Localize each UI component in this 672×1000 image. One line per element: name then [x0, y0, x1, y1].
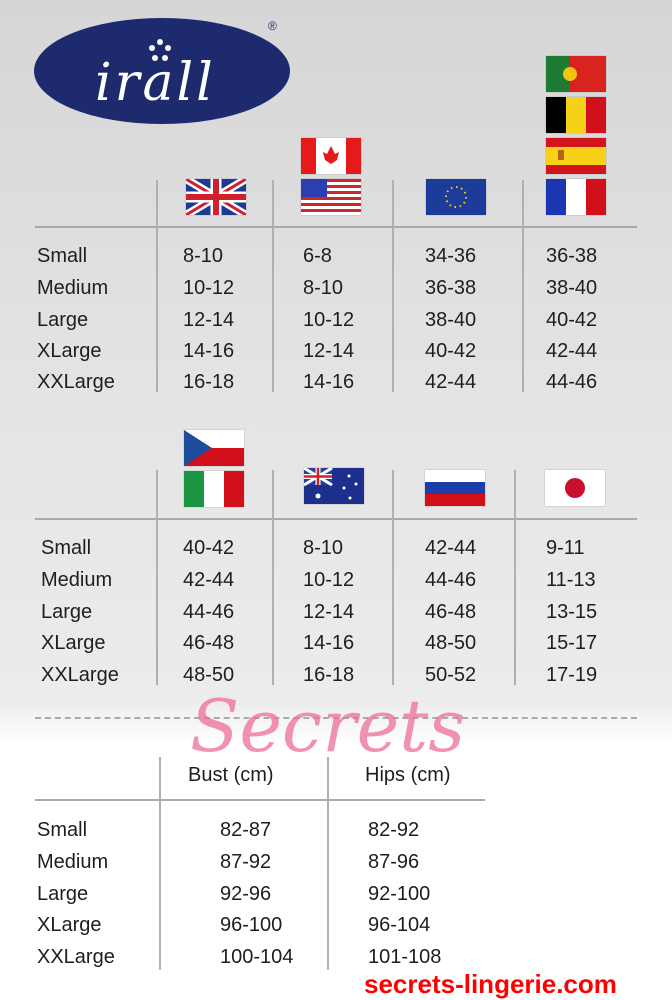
size-value: 42-44	[425, 537, 477, 559]
hips-header: Hips (cm)	[365, 764, 451, 786]
size-value: 48-50	[425, 632, 477, 654]
watermark-url: secrets-lingerie.com	[364, 969, 617, 999]
size-label: Large	[37, 883, 89, 905]
size-value: 16-18	[183, 371, 235, 393]
divider	[392, 180, 394, 392]
usa-flag	[301, 179, 361, 215]
size-value: 9-11	[546, 537, 585, 559]
table1-header-line	[35, 226, 637, 228]
size-value: 12-14	[303, 340, 355, 362]
size-value: 8-10	[303, 277, 344, 299]
spain-flag	[546, 138, 606, 174]
size-label: Small	[37, 245, 88, 267]
irall-logo: irall	[33, 17, 291, 125]
size-value: 42-44	[425, 371, 477, 393]
size-value: 50-52	[425, 664, 477, 686]
size-value: 14-16	[303, 632, 355, 654]
size-label: Small	[41, 537, 92, 559]
australia-flag	[304, 468, 364, 504]
size-value: 87-92	[220, 851, 272, 873]
portugal-flag	[546, 56, 606, 92]
france-flag	[546, 179, 606, 215]
size-value: 34-36	[425, 245, 477, 267]
size-label: Medium	[41, 569, 113, 591]
size-value: 12-14	[303, 601, 355, 623]
logo-text: irall	[95, 53, 216, 113]
size-value: 42-44	[546, 340, 598, 362]
size-label: Large	[41, 601, 93, 623]
registered-mark: ®	[268, 19, 277, 33]
size-label: Small	[37, 819, 88, 841]
size-value: 100-104	[220, 946, 294, 968]
size-value: 42-44	[183, 569, 235, 591]
size-value: 82-87	[220, 819, 272, 841]
divider	[156, 180, 158, 392]
table2-header-line	[35, 518, 637, 520]
size-value: 38-40	[546, 277, 598, 299]
size-value: 101-108	[368, 946, 442, 968]
size-label: Medium	[37, 277, 109, 299]
size-label: XLarge	[37, 340, 102, 362]
divider	[159, 757, 161, 970]
size-value: 48-50	[183, 664, 235, 686]
size-value: 44-46	[183, 601, 235, 623]
size-label: XXLarge	[37, 371, 115, 393]
size-value: 17-19	[546, 664, 598, 686]
belgium-flag	[546, 97, 606, 133]
size-value: 8-10	[303, 537, 344, 559]
size-label: XLarge	[41, 632, 106, 654]
size-value: 46-48	[183, 632, 235, 654]
divider	[272, 180, 274, 392]
size-value: 40-42	[425, 340, 477, 362]
size-label: XXLarge	[41, 664, 119, 686]
divider	[156, 470, 158, 685]
size-value: 36-38	[546, 245, 598, 267]
size-label: XXLarge	[37, 946, 115, 968]
size-value: 15-17	[546, 632, 598, 654]
size-value: 40-42	[183, 537, 235, 559]
size-value: 46-48	[425, 601, 477, 623]
section-divider	[35, 717, 637, 719]
size-value: 16-18	[303, 664, 355, 686]
size-value: 10-12	[303, 309, 355, 331]
size-value: 6-8	[303, 245, 332, 267]
size-value: 14-16	[303, 371, 355, 393]
size-value: 96-100	[220, 914, 283, 936]
japan-flag	[545, 470, 605, 506]
eu-flag	[426, 179, 486, 215]
bust-header: Bust (cm)	[188, 764, 274, 786]
divider	[272, 470, 274, 685]
size-value: 40-42	[546, 309, 598, 331]
size-label: Large	[37, 309, 89, 331]
table3-header-line	[35, 799, 485, 801]
size-value: 82-92	[368, 819, 420, 841]
size-value: 14-16	[183, 340, 235, 362]
size-value: 8-10	[183, 245, 224, 267]
size-value: 10-12	[303, 569, 355, 591]
size-label: Medium	[37, 851, 109, 873]
size-value: 87-96	[368, 851, 420, 873]
size-value: 38-40	[425, 309, 477, 331]
canada-flag	[301, 138, 361, 174]
czech-flag	[184, 430, 244, 466]
size-value: 92-100	[368, 883, 431, 905]
size-value: 11-13	[546, 569, 596, 591]
size-value: 96-104	[368, 914, 431, 936]
size-label: XLarge	[37, 914, 102, 936]
size-value: 44-46	[546, 371, 598, 393]
italy-flag	[184, 471, 244, 507]
size-value: 12-14	[183, 309, 235, 331]
divider	[522, 180, 524, 392]
divider	[392, 470, 394, 685]
size-value: 10-12	[183, 277, 235, 299]
size-value: 44-46	[425, 569, 477, 591]
russia-flag	[425, 470, 485, 506]
size-value: 36-38	[425, 277, 477, 299]
size-value: 13-15	[546, 601, 598, 623]
size-value: 92-96	[220, 883, 272, 905]
divider	[327, 757, 329, 970]
divider	[514, 470, 516, 685]
secrets-watermark: Secrets	[190, 684, 466, 768]
uk-flag	[186, 179, 246, 215]
